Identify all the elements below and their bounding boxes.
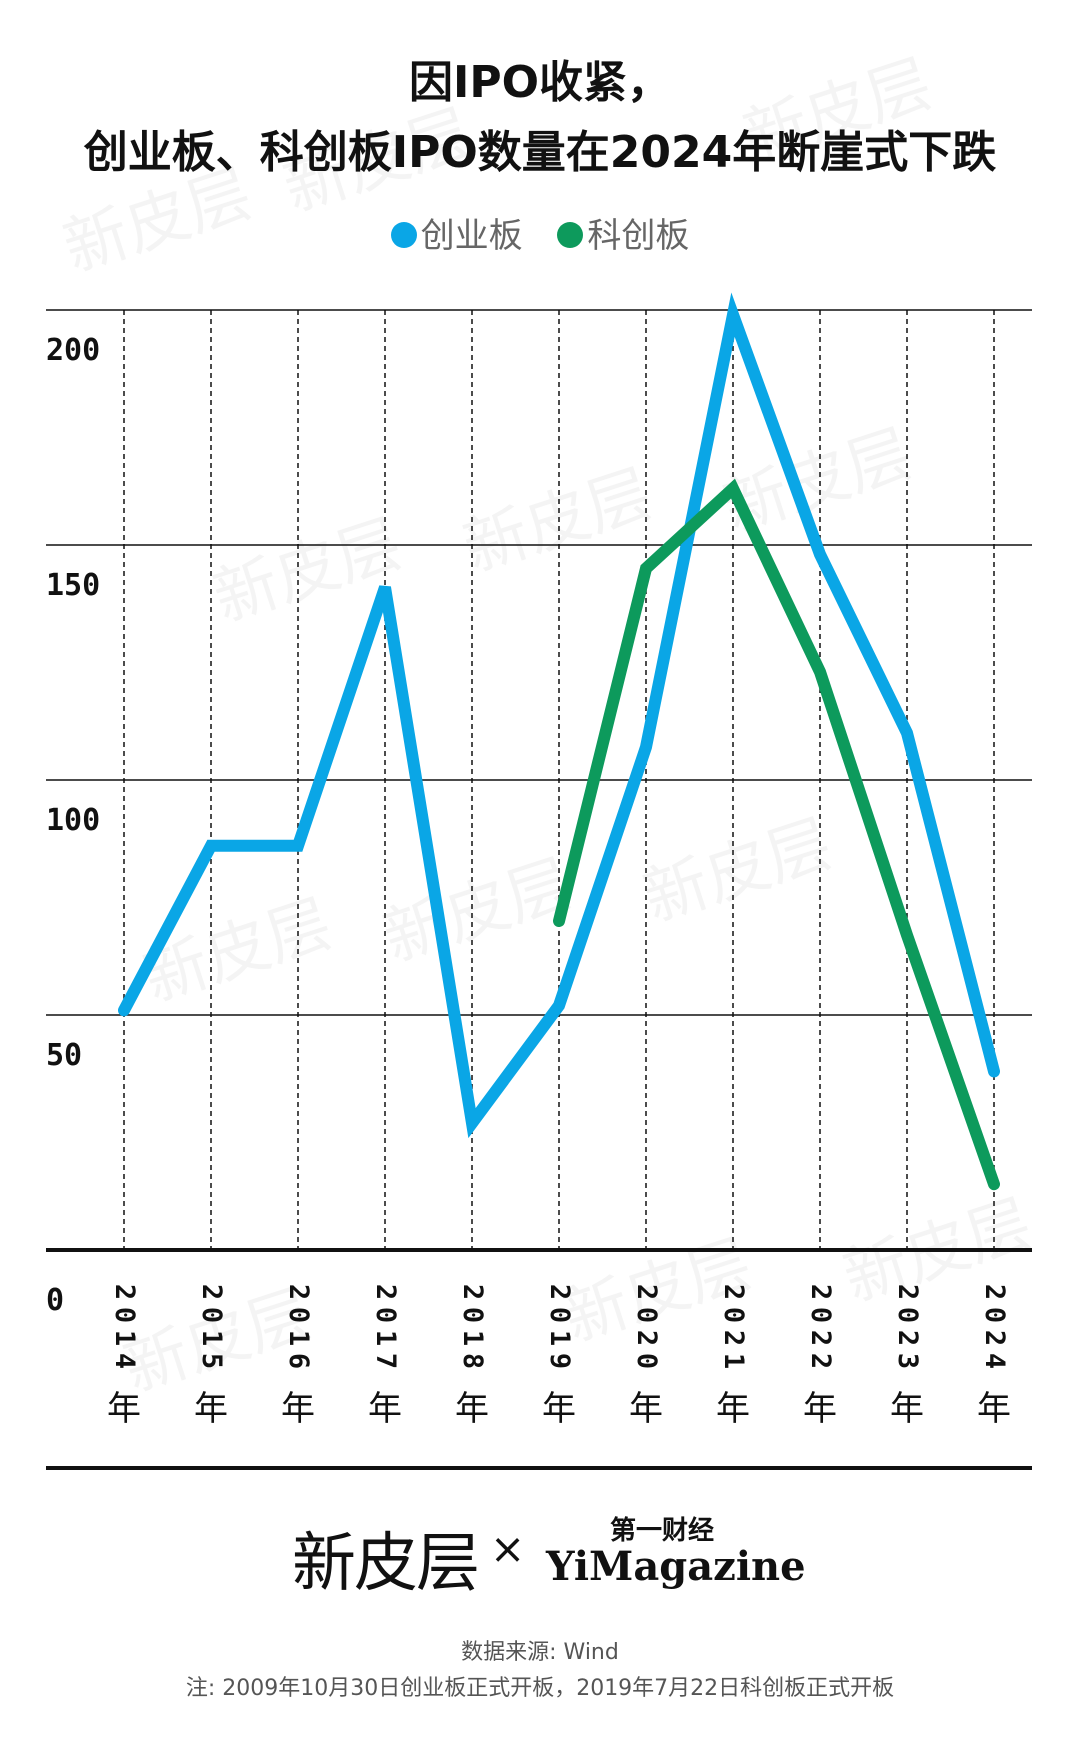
x-tick-digit: 0: [892, 1307, 923, 1323]
line-chart: 0501001502002014年2015年2016年2017年2018年201…: [46, 292, 1032, 1429]
x-tick-unit: 年: [716, 1389, 750, 1429]
y-tick-label: 150: [46, 568, 100, 603]
x-tick-digit: 1: [370, 1330, 401, 1346]
logo-cn-text: 第一财经: [610, 1516, 715, 1546]
footnote: 注: 2009年10月30日创业板正式开板，2019年7月22日科创板正式开板: [185, 1676, 895, 1701]
y-tick-label: 50: [46, 1038, 82, 1073]
legend-item-kechuangban: 科创板: [557, 208, 689, 257]
x-tick-digit: 2: [631, 1330, 662, 1346]
x-tick-unit: 年: [368, 1389, 402, 1429]
x-tick-unit: 年: [281, 1389, 315, 1429]
x-tick-digit: 2: [283, 1284, 314, 1300]
yimagazine-logo: 第一财经 YiMagazine: [546, 1510, 806, 1590]
chart-title-line-1: 因IPO收紧，: [408, 57, 672, 108]
x-tick-digit: 2: [370, 1284, 401, 1300]
x-tick-label: 2 0 1 9 年: [542, 1284, 576, 1429]
footer-divider: [46, 1466, 1032, 1470]
times-separator: ×: [490, 1524, 526, 1573]
x-tick-digit: 0: [631, 1307, 662, 1323]
x-tick-digit: 2: [544, 1284, 575, 1300]
x-tick-digit: 1: [196, 1330, 227, 1346]
x-tick-label: 2 0 1 5 年: [194, 1284, 228, 1429]
x-tick-digit: 0: [370, 1307, 401, 1323]
x-tick-label: 2 0 1 8 年: [455, 1284, 489, 1429]
logo-text: 新皮层: [292, 1527, 480, 1601]
x-tick-digit: 1: [718, 1353, 749, 1369]
x-tick-label: 2 0 2 1 年: [716, 1284, 750, 1429]
x-tick-unit: 年: [455, 1389, 489, 1429]
x-tick-digit: 2: [196, 1284, 227, 1300]
x-tick-digit: 0: [457, 1307, 488, 1323]
x-tick-label: 2 0 1 6 年: [281, 1284, 315, 1429]
logo-en-text: YiMagazine: [546, 1543, 806, 1590]
x-tick-digit: 0: [805, 1307, 836, 1323]
y-tick-label: 100: [46, 803, 100, 838]
x-tick-digit: 2: [109, 1284, 140, 1300]
x-tick-digit: 0: [718, 1307, 749, 1323]
x-tick-unit: 年: [629, 1389, 663, 1429]
x-tick-label: 2 0 1 4 年: [107, 1284, 141, 1429]
legend-dot-icon: [390, 221, 417, 248]
x-tick-unit: 年: [194, 1389, 228, 1429]
legend-label: 创业板: [420, 216, 523, 256]
x-tick-digit: 2: [979, 1284, 1010, 1300]
x-tick-unit: 年: [803, 1389, 837, 1429]
x-tick-digit: 2: [718, 1284, 749, 1300]
x-tick-label: 2 0 2 2 年: [803, 1284, 837, 1429]
data-source: 数据来源: Wind: [461, 1640, 619, 1665]
x-tick-label: 2 0 2 0 年: [629, 1284, 663, 1429]
x-tick-digit: 6: [283, 1353, 314, 1369]
x-tick-digit: 1: [457, 1330, 488, 1346]
x-tick-digit: 4: [109, 1353, 140, 1369]
legend-dot-icon: [557, 221, 584, 248]
x-tick-label: 2 0 2 4 年: [977, 1284, 1011, 1429]
series-line-kechuangban: [553, 478, 1000, 1191]
x-tick-digit: 2: [979, 1330, 1010, 1346]
x-tick-digit: 4: [979, 1353, 1010, 1369]
x-tick-digit: 0: [544, 1307, 575, 1323]
x-tick-label: 2 0 2 3 年: [890, 1284, 924, 1429]
x-tick-digit: 1: [544, 1330, 575, 1346]
x-tick-unit: 年: [542, 1389, 576, 1429]
x-tick-digit: 1: [283, 1330, 314, 1346]
x-tick-digit: 0: [283, 1307, 314, 1323]
x-tick-unit: 年: [977, 1389, 1011, 1429]
x-tick-digit: 2: [805, 1284, 836, 1300]
x-tick-digit: 7: [370, 1353, 401, 1369]
x-tick-digit: 2: [805, 1353, 836, 1369]
x-tick-digit: 0: [631, 1353, 662, 1369]
x-tick-label: 2 0 1 7 年: [368, 1284, 402, 1429]
x-tick-digit: 3: [892, 1353, 923, 1369]
legend-item-chuangyeban: 创业板: [390, 208, 523, 257]
x-tick-digit: 2: [631, 1284, 662, 1300]
x-tick-digit: 5: [196, 1353, 227, 1369]
legend-label: 科创板: [587, 216, 690, 256]
y-tick-label: 0: [46, 1283, 64, 1318]
x-tick-digit: 2: [805, 1330, 836, 1346]
x-tick-digit: 0: [196, 1307, 227, 1323]
x-tick-digit: 0: [979, 1307, 1010, 1323]
x-tick-digit: 2: [457, 1284, 488, 1300]
x-tick-digit: 2: [718, 1330, 749, 1346]
x-tick-digit: 8: [457, 1353, 488, 1369]
logo-bg-text: NEW: [326, 1488, 392, 1521]
y-tick-label: 200: [46, 333, 100, 368]
x-tick-digit: 2: [892, 1330, 923, 1346]
x-tick-digit: 0: [109, 1307, 140, 1323]
chart-title-line-2: 创业板、科创板IPO数量在2024年断崖式下跌: [83, 127, 997, 178]
x-tick-digit: 1: [109, 1330, 140, 1346]
chart-legend: 创业板 科创板: [0, 208, 1080, 257]
x-tick-digit: 2: [892, 1284, 923, 1300]
x-tick-digit: 9: [544, 1353, 575, 1369]
x-tick-unit: 年: [107, 1389, 141, 1429]
xinpiceng-logo: NEW THING 新皮层: [292, 1490, 480, 1614]
x-tick-unit: 年: [890, 1389, 924, 1429]
